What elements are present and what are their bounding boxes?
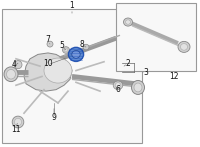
Ellipse shape (4, 67, 18, 82)
Ellipse shape (115, 83, 121, 88)
Ellipse shape (44, 58, 72, 83)
Ellipse shape (47, 41, 53, 47)
Ellipse shape (180, 44, 188, 50)
Ellipse shape (123, 18, 132, 26)
Text: 5: 5 (60, 41, 64, 50)
Ellipse shape (14, 118, 22, 126)
Text: 2: 2 (126, 59, 130, 68)
Text: 10: 10 (43, 59, 53, 68)
Ellipse shape (132, 81, 144, 95)
Text: 7: 7 (46, 35, 50, 44)
Polygon shape (24, 53, 72, 91)
Text: 6: 6 (116, 85, 120, 94)
Ellipse shape (62, 47, 70, 53)
Text: 8: 8 (80, 40, 84, 49)
Ellipse shape (134, 83, 142, 92)
Ellipse shape (68, 47, 84, 61)
Ellipse shape (14, 61, 22, 69)
Text: 4: 4 (12, 60, 16, 69)
Ellipse shape (83, 44, 89, 50)
Ellipse shape (178, 41, 190, 52)
Ellipse shape (113, 81, 123, 90)
Text: 11: 11 (11, 125, 21, 134)
Ellipse shape (6, 70, 16, 79)
Bar (116, 3, 196, 71)
Text: 1: 1 (70, 1, 74, 10)
Ellipse shape (64, 48, 68, 52)
Text: 12: 12 (169, 72, 179, 81)
Ellipse shape (72, 51, 80, 58)
Ellipse shape (126, 20, 130, 24)
Ellipse shape (12, 116, 24, 128)
Text: 9: 9 (52, 113, 56, 122)
Text: 3: 3 (144, 67, 148, 77)
Bar (2, 9, 142, 143)
